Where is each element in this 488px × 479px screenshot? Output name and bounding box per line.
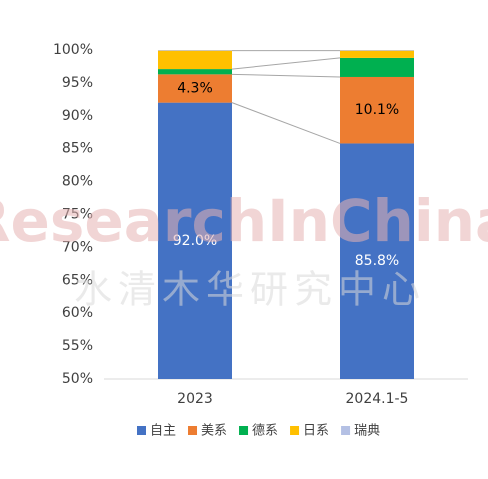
- y-tick-label: 100%: [53, 42, 93, 58]
- x-tick-label: 2024.1-5: [346, 391, 409, 407]
- legend-swatch: [341, 426, 351, 435]
- legend-label: 自主: [150, 424, 176, 439]
- y-tick-label: 70%: [62, 239, 93, 255]
- legend-swatch: [290, 426, 300, 435]
- connector-line: [231, 73, 341, 78]
- watermark: 水清木华研究中心: [74, 268, 426, 312]
- y-tick-label: 55%: [62, 338, 93, 354]
- y-tick-label: 95%: [62, 75, 93, 91]
- value-label: 10.1%: [355, 102, 399, 118]
- bar-segment: [340, 76, 414, 144]
- watermark: ResearchInChina: [0, 187, 488, 255]
- bar-segment: [158, 74, 232, 103]
- bar-segment: [340, 50, 414, 58]
- legend-swatch: [239, 426, 249, 435]
- value-label: 4.3%: [177, 80, 213, 96]
- y-tick-label: 90%: [62, 108, 93, 124]
- bar-segment: [340, 50, 414, 51]
- y-tick-label: 60%: [62, 305, 93, 321]
- bar-segment: [158, 50, 232, 70]
- value-label: 92.0%: [173, 233, 217, 249]
- bar-segment: [340, 143, 414, 379]
- bar-segment: [340, 57, 414, 77]
- bar-segment: [158, 50, 232, 51]
- connector-line: [231, 102, 341, 144]
- legend-swatch: [137, 426, 146, 435]
- y-tick-label: 65%: [62, 272, 93, 288]
- legend-label: 瑞典: [354, 424, 380, 439]
- legend-label: 美系: [201, 424, 227, 439]
- legend-label: 德系: [252, 424, 278, 439]
- bar-segment: [158, 102, 232, 379]
- y-tick-label: 80%: [62, 174, 93, 190]
- y-tick-label: 50%: [62, 371, 93, 387]
- y-tick-label: 75%: [62, 207, 93, 223]
- legend-label: 日系: [303, 424, 329, 439]
- value-label: 85.8%: [355, 253, 399, 269]
- connector-line: [231, 57, 341, 70]
- y-tick-label: 85%: [62, 141, 93, 157]
- legend-swatch: [188, 426, 198, 435]
- bar-segment: [158, 69, 232, 75]
- x-tick-label: 2023: [177, 391, 213, 407]
